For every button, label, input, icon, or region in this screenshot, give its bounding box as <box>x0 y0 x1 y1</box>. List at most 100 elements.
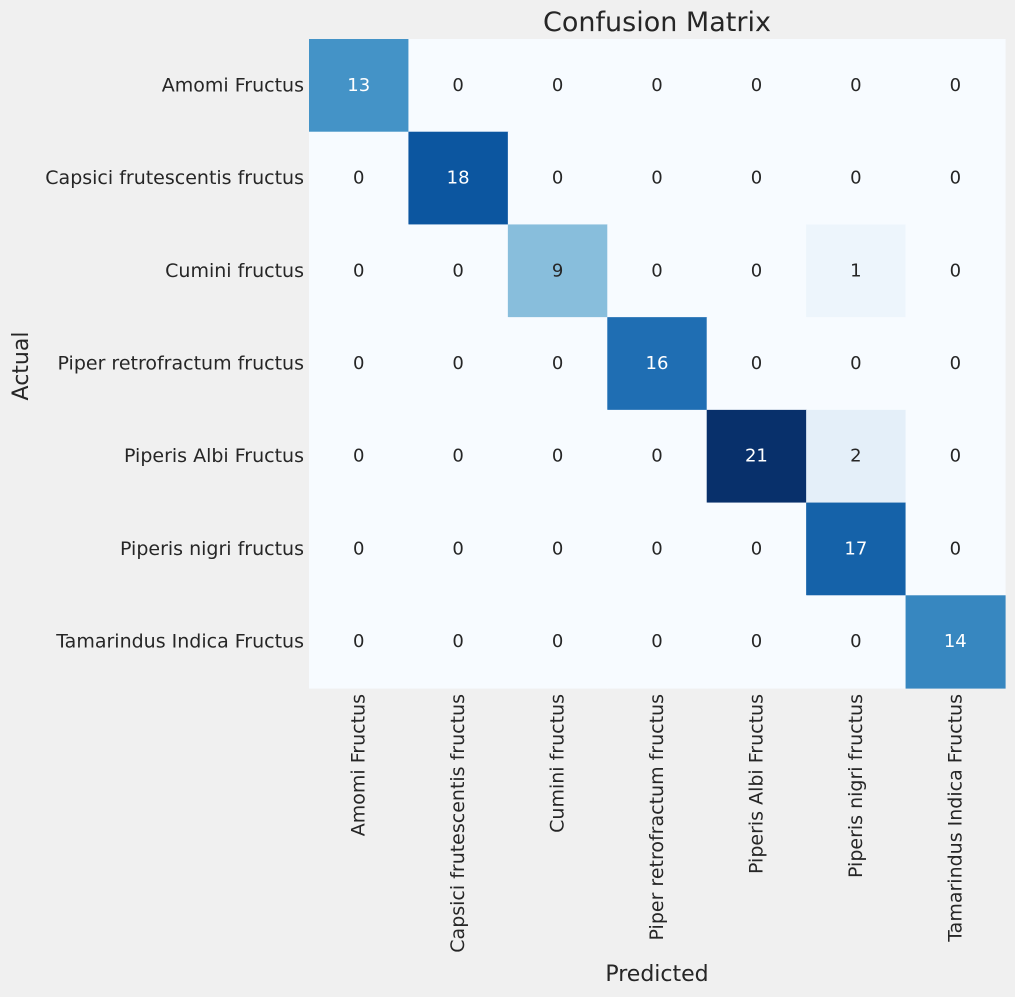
heatmap-cell <box>706 502 807 596</box>
heatmap-cell-label: 0 <box>452 446 463 467</box>
heatmap-cell-label: 0 <box>651 538 662 559</box>
x-axis-label: Predicted <box>605 962 708 987</box>
y-tick-label: Tamarindus Indica Fructus <box>55 631 304 653</box>
heatmap-cell <box>507 131 608 226</box>
heatmap-cell-label: 0 <box>552 446 563 467</box>
heatmap-cell-label: 0 <box>552 538 563 559</box>
y-tick-label: Piperis Albi Fructus <box>124 445 304 467</box>
heatmap-cell-label: 0 <box>552 353 563 374</box>
heatmap-cell-label: 0 <box>950 538 961 559</box>
chart-title: Confusion Matrix <box>543 7 771 38</box>
heatmap-cell <box>507 317 608 411</box>
heatmap-cell <box>507 39 608 133</box>
heatmap-cell <box>408 39 509 133</box>
y-tick-label: Amomi Fructus <box>162 74 304 96</box>
heatmap-cell-label: 0 <box>452 260 463 281</box>
heatmap-cell <box>607 502 708 596</box>
heatmap-cell-label: 0 <box>950 168 961 189</box>
x-tick-label: Amomi Fructus <box>348 694 370 836</box>
heatmap-cell <box>309 131 410 226</box>
heatmap-cell <box>507 224 608 318</box>
heatmap-cell-label: 0 <box>751 631 762 652</box>
heatmap-cell-label: 0 <box>452 631 463 652</box>
heatmap-cell-label: 0 <box>353 631 364 652</box>
heatmap-cell-label: 0 <box>751 75 762 96</box>
heatmap-cell-label: 0 <box>651 75 662 96</box>
heatmap-cell <box>309 39 410 133</box>
heatmap-cell-label: 0 <box>452 538 463 559</box>
heatmap-cell-labels: 13 0 0 0 0 0 0 0 18 0 0 0 0 0 0 0 9 0 0 1 0 0 0 0 16 0 0 0 0 0 0 0 21 2 0 0… <box>347 75 966 652</box>
heatmap-cell <box>507 595 608 689</box>
heatmap-cell-label: 0 <box>353 260 364 281</box>
x-tick-label: Piperis nigri fructus <box>845 694 867 878</box>
heatmap-cell <box>408 595 509 689</box>
heatmap-cell <box>706 317 807 411</box>
heatmap-cell <box>408 409 509 504</box>
y-tick-label: Cumini fructus <box>165 260 304 282</box>
heatmap-cell <box>806 595 907 689</box>
heatmap-cell-label: 14 <box>944 631 967 652</box>
heatmap-cell-label: 16 <box>646 353 669 374</box>
x-axis-tick-labels: Amomi Fructus Capsici frutescentis fructu… <box>348 694 967 953</box>
heatmap-cell-label: 13 <box>347 75 370 96</box>
y-tick-label: Capsici frutescentis fructus <box>45 167 304 189</box>
heatmap-cell-label: 18 <box>447 168 470 189</box>
heatmap-cell-label: 9 <box>552 260 563 281</box>
heatmap-cell <box>309 595 410 689</box>
heatmap-cell-label: 0 <box>850 353 861 374</box>
heatmap-cell-label: 0 <box>353 538 364 559</box>
heatmap-cell-label: 0 <box>950 353 961 374</box>
heatmap-cell-label: 0 <box>950 75 961 96</box>
heatmap-cell-label: 0 <box>850 168 861 189</box>
heatmap-cell <box>408 224 509 318</box>
heatmap-cell-label: 0 <box>751 260 762 281</box>
heatmap-cell-label: 0 <box>651 168 662 189</box>
heatmap-cell <box>706 595 807 689</box>
heatmap-cell-label: 0 <box>353 353 364 374</box>
heatmap-cell <box>706 39 807 133</box>
heatmap-cell-label: 0 <box>651 260 662 281</box>
heatmap-cell-label: 0 <box>651 446 662 467</box>
heatmap-cell <box>408 131 509 226</box>
heatmap-cell-label: 0 <box>751 353 762 374</box>
heatmap-cell-label: 1 <box>850 260 861 281</box>
heatmap-cell-label: 0 <box>552 631 563 652</box>
heatmap-cell-label: 0 <box>850 631 861 652</box>
heatmap-cell <box>905 409 1006 504</box>
heatmap-cell <box>905 595 1006 689</box>
heatmap-cell <box>905 39 1006 133</box>
heatmap-cell <box>806 502 907 596</box>
heatmap-cell <box>408 317 509 411</box>
heatmap-cell-label: 0 <box>850 75 861 96</box>
heatmap-cell <box>706 131 807 226</box>
heatmap-cell-label: 0 <box>751 538 762 559</box>
heatmap-cell <box>309 224 410 318</box>
heatmap-cell <box>806 131 907 226</box>
heatmap-cell <box>905 502 1006 596</box>
x-tick-label: Capsici frutescentis fructus <box>447 694 469 953</box>
heatmap-cell <box>607 595 708 689</box>
heatmap-cell-label: 17 <box>844 538 867 559</box>
heatmap-cell-label: 0 <box>552 168 563 189</box>
heatmap-cell <box>507 502 608 596</box>
heatmap-cell <box>607 409 708 504</box>
heatmap-cell <box>706 409 807 504</box>
heatmap-cell-label: 0 <box>751 168 762 189</box>
heatmap-cell-label: 0 <box>452 353 463 374</box>
heatmap-cell <box>607 131 708 226</box>
heatmap-cell <box>905 131 1006 226</box>
heatmap-cell <box>806 39 907 133</box>
y-axis-tick-labels: Amomi Fructus Capsici frutescentis fructu… <box>45 74 304 652</box>
heatmap-cell <box>309 317 410 411</box>
heatmap-cell-label: 0 <box>452 75 463 96</box>
y-tick-label: Piperis nigri fructus <box>120 538 304 560</box>
heatmap-cell <box>806 224 907 318</box>
heatmap-cell <box>309 409 410 504</box>
heatmap-cell-label: 0 <box>353 168 364 189</box>
y-tick-label: Piper retrofractum fructus <box>58 353 304 375</box>
y-axis-label: Actual <box>9 332 34 401</box>
heatmap-cell <box>905 224 1006 318</box>
heatmap-cell <box>607 39 708 133</box>
heatmap-cell-label: 2 <box>850 446 861 467</box>
heatmap-cell <box>607 224 708 318</box>
